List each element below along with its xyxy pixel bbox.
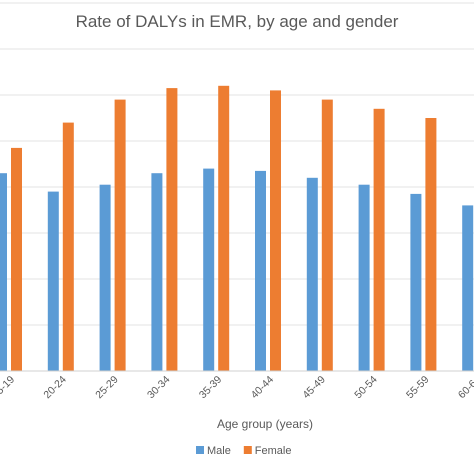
x-axis-title: Age group (years)	[217, 417, 313, 431]
bar-male-25-29	[99, 184, 111, 371]
x-tick-labels: 15-19 20-24 25-29 30-34 35-39 40-44 45-49 50-54…	[0, 374, 474, 402]
bar-male-15-19	[0, 173, 7, 371]
bar-male-45-49	[306, 177, 318, 371]
x-tick-label: 55-59	[404, 374, 432, 402]
bars	[0, 85, 474, 372]
bar-male-50-54	[358, 184, 370, 371]
gridlines	[0, 2, 474, 326]
bar-female-30-34	[166, 88, 178, 371]
bar-male-55-59	[410, 193, 422, 371]
bar-male-30-34	[151, 173, 163, 371]
legend-label-male: Male	[207, 445, 231, 457]
x-tick-label: 15-19	[0, 374, 17, 402]
x-tick-label: 20-24	[41, 374, 69, 402]
bar-male-40-44	[255, 170, 266, 371]
bar-female-40-44	[270, 90, 281, 372]
bar-male-20-24	[47, 191, 59, 371]
legend-label-female: Female	[255, 445, 292, 457]
x-tick-label: 60-64	[456, 374, 474, 402]
bar-female-15-19	[11, 147, 22, 371]
bar-male-60-64	[462, 205, 474, 371]
legend-swatch-female	[243, 446, 252, 454]
x-tick-label: 45-49	[300, 374, 328, 402]
x-tick-label: 25-29	[93, 374, 121, 402]
x-tick-label: 30-34	[145, 374, 173, 402]
bar-female-25-29	[114, 99, 126, 371]
legend: Male Female	[196, 445, 291, 457]
bar-female-45-49	[321, 99, 333, 371]
bar-female-50-54	[373, 108, 385, 372]
x-tick-label: 40-44	[249, 374, 277, 402]
legend-swatch-male	[196, 446, 204, 454]
chart-title: Rate of DALYs in EMR, by age and gender	[75, 12, 399, 31]
bar-male-35-39	[203, 168, 215, 371]
bar-female-35-39	[218, 85, 230, 372]
bar-female-20-24	[62, 122, 74, 371]
bar-female-55-59	[425, 118, 437, 371]
x-tick-label: 35-39	[197, 374, 225, 402]
x-tick-label: 50-54	[352, 374, 380, 402]
